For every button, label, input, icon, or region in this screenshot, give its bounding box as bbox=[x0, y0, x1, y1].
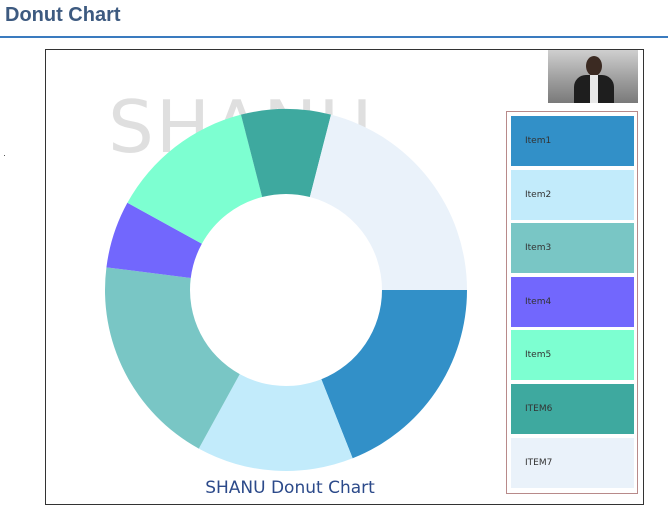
avatar bbox=[548, 50, 638, 103]
donut-slice-item4[interactable] bbox=[106, 202, 202, 278]
legend-item-item2[interactable]: Item2 bbox=[511, 169, 634, 220]
legend-label: Item2 bbox=[525, 189, 552, 200]
legend-item-item5[interactable]: Item5 bbox=[511, 330, 634, 381]
chart-legend: Item1 Item2 Item3 Item4 Item5 ITEM6 ITEM7 bbox=[506, 111, 638, 494]
legend-label: Item4 bbox=[525, 296, 552, 307]
legend-label: ITEM7 bbox=[525, 457, 553, 468]
legend-item-item1[interactable]: Item1 bbox=[511, 116, 634, 166]
stray-dot bbox=[4, 155, 5, 156]
legend-item-item6[interactable]: ITEM6 bbox=[511, 384, 634, 434]
donut-slice-item1[interactable] bbox=[321, 290, 467, 459]
chart-frame: SHANU SHANU Donut Chart Item1Item2Item3I… bbox=[45, 49, 644, 505]
page-title: Donut Chart bbox=[5, 4, 121, 26]
legend-label: ITEM6 bbox=[525, 404, 553, 414]
donut-slice-item7[interactable] bbox=[309, 114, 467, 290]
donut-slice-item3[interactable] bbox=[105, 267, 240, 449]
legend-item-item7[interactable]: ITEM7 bbox=[511, 437, 634, 488]
page-header: Donut Chart bbox=[0, 0, 668, 38]
legend-label: Item3 bbox=[525, 243, 552, 254]
donut-slice-item6[interactable] bbox=[240, 109, 332, 198]
donut-slice-item5[interactable] bbox=[127, 114, 263, 244]
legend-item-item3[interactable]: Item3 bbox=[511, 223, 634, 274]
donut-chart: SHANU Donut Chart bbox=[105, 109, 467, 498]
legend-label: Item1 bbox=[525, 136, 552, 146]
legend-item-item4[interactable]: Item4 bbox=[511, 276, 634, 327]
chart-title: SHANU Donut Chart bbox=[205, 478, 375, 498]
legend-label: Item5 bbox=[525, 350, 552, 361]
donut-slice-item2[interactable] bbox=[198, 374, 353, 472]
